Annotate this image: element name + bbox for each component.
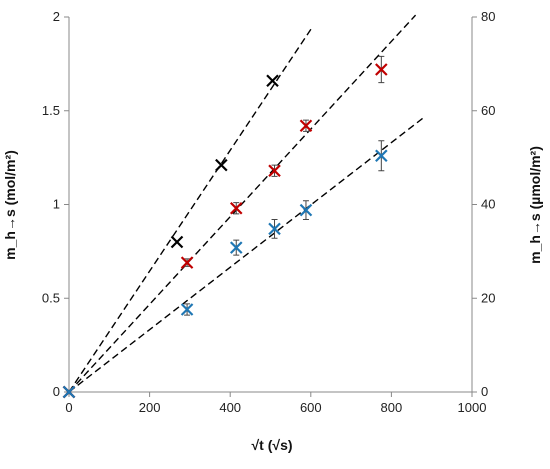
data-point-series-1 bbox=[215, 158, 228, 172]
data-point-series-3 bbox=[180, 303, 194, 316]
data-point-series-3 bbox=[375, 149, 388, 163]
y-axis-title-right: m_h→s (µmol/m²) bbox=[527, 146, 543, 264]
data-point-series-1 bbox=[170, 235, 184, 249]
x-tick-label: 800 bbox=[381, 400, 403, 415]
x-axis-title: √t (√s) bbox=[251, 437, 292, 453]
x-tick-label: 0 bbox=[65, 400, 72, 415]
data-point-series-3 bbox=[62, 385, 76, 399]
fit-line-series-3 bbox=[68, 117, 424, 393]
x-tick-label: 600 bbox=[300, 400, 322, 415]
data-point-series-3 bbox=[299, 203, 313, 217]
data-point-series-2 bbox=[229, 201, 243, 215]
y-tick-label-left: 0.5 bbox=[42, 290, 60, 305]
y-tick-label-left: 0 bbox=[53, 384, 60, 399]
data-point-series-2 bbox=[299, 119, 313, 133]
data-point-series-2 bbox=[375, 63, 388, 76]
x-tick-label: 400 bbox=[219, 400, 241, 415]
data-point-series-3 bbox=[268, 222, 281, 236]
y-tick-label-right: 80 bbox=[481, 9, 495, 24]
data-point-series-2 bbox=[180, 256, 194, 269]
y-tick-label-right: 60 bbox=[481, 103, 495, 118]
data-point-series-2 bbox=[268, 164, 281, 178]
y-tick-label-right: 0 bbox=[481, 384, 488, 399]
y-tick-label-left: 1.5 bbox=[42, 103, 60, 118]
y-tick-label-left: 1 bbox=[53, 197, 60, 212]
y-tick-label-right: 20 bbox=[481, 290, 495, 305]
data-point-series-3 bbox=[229, 241, 243, 254]
x-tick-label: 200 bbox=[139, 400, 161, 415]
y-axis-title-left: m_h→s (mol/m²) bbox=[2, 150, 18, 260]
fit-line-series-1 bbox=[68, 25, 314, 393]
y-tick-label-left: 2 bbox=[53, 9, 60, 24]
x-tick-label: 1000 bbox=[458, 400, 487, 415]
data-point-series-1 bbox=[266, 74, 279, 88]
y-tick-label-right: 40 bbox=[481, 197, 495, 212]
